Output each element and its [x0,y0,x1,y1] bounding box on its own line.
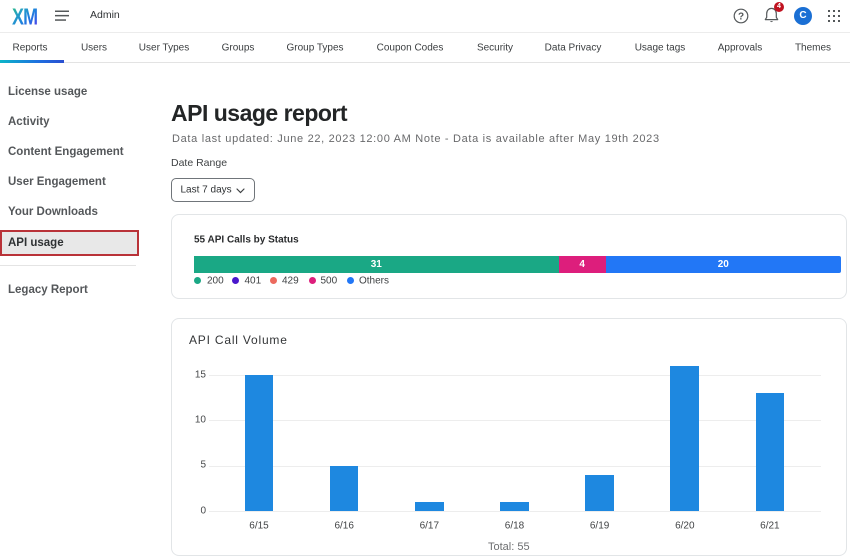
svg-text:XM: XM [12,4,37,30]
svg-text:?: ? [738,12,744,23]
